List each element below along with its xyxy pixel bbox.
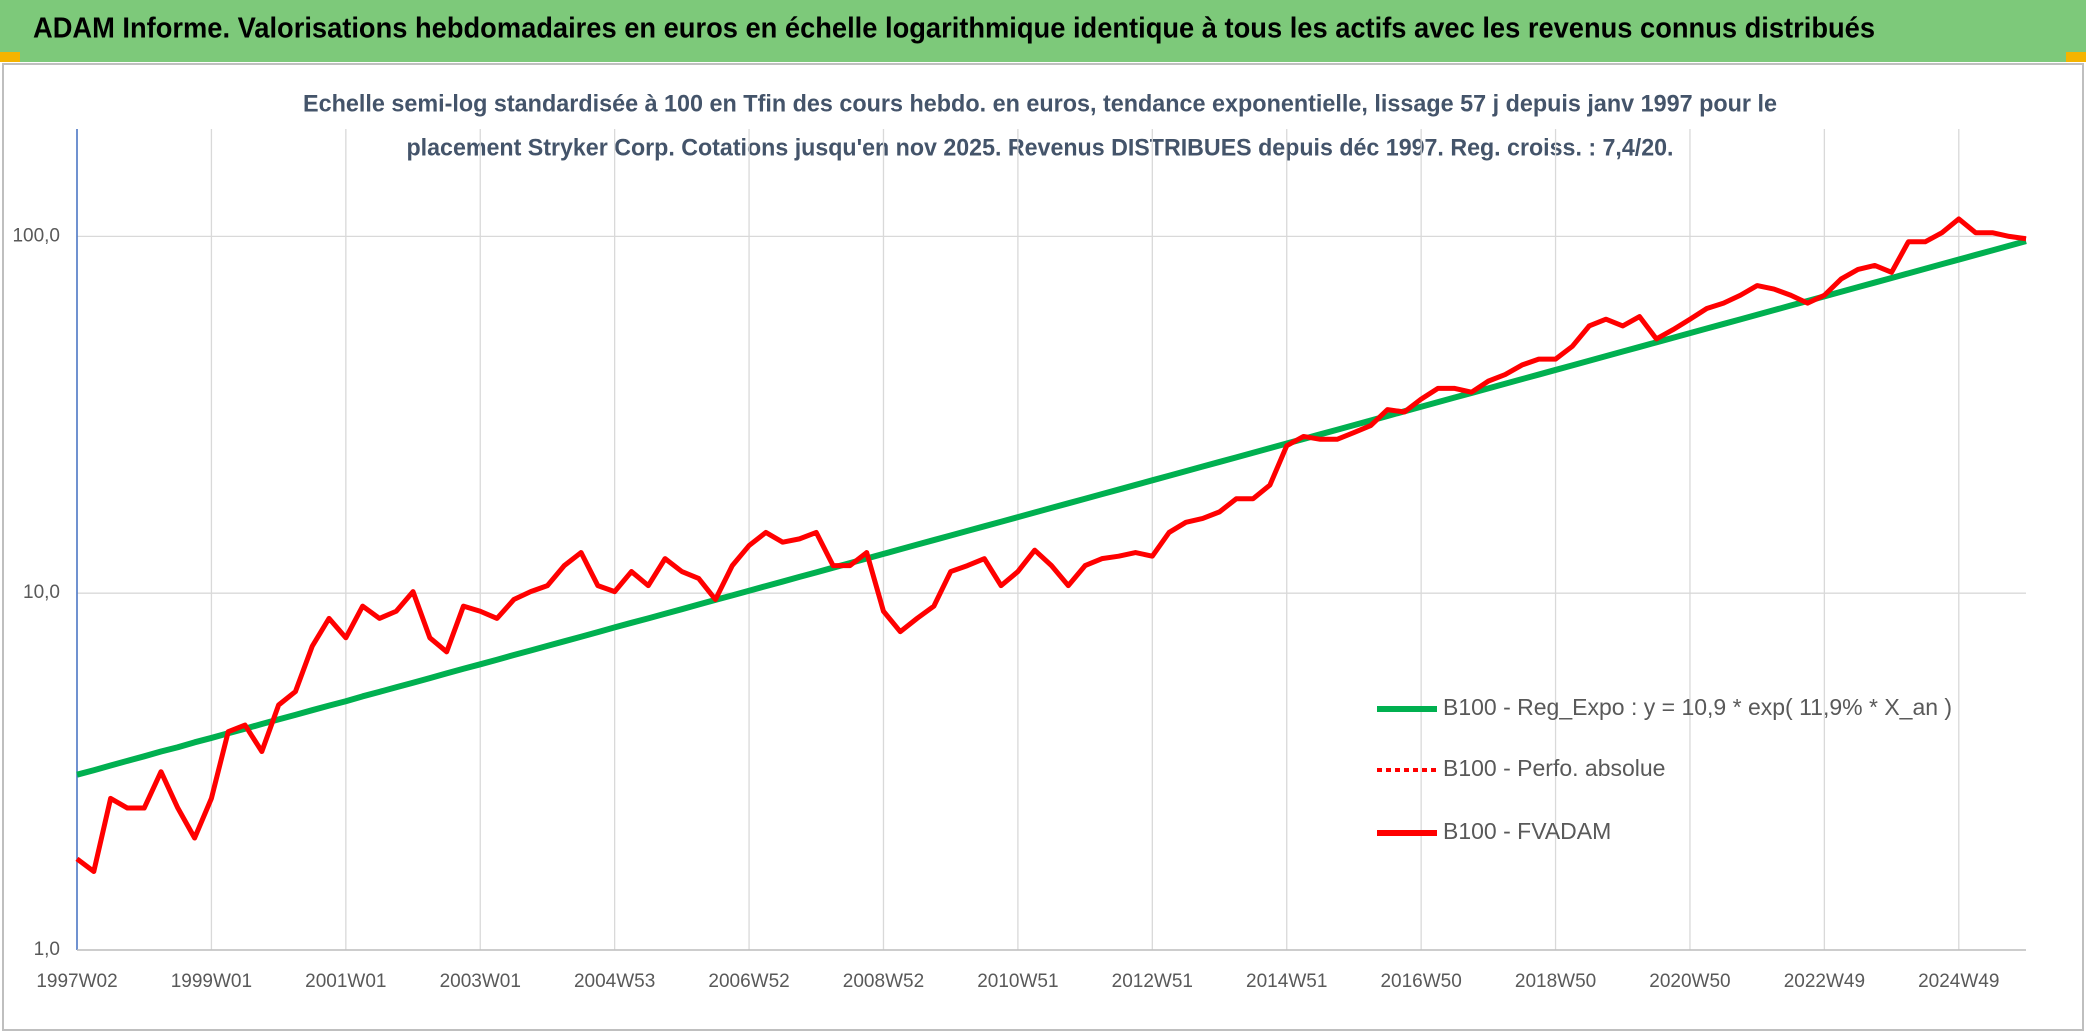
x-tick-label: 2004W53 [574, 971, 655, 992]
chart-frame [2, 63, 2084, 1031]
corner-mark [0, 52, 20, 62]
x-tick-label: 2010W51 [977, 971, 1058, 992]
legend-label: B100 - FVADAM [1443, 818, 1611, 844]
x-tick-label: 2012W51 [1112, 971, 1193, 992]
x-tick-label: 1997W02 [36, 971, 117, 992]
x-tick-label: 2008W52 [843, 971, 924, 992]
chart-title: ADAM Informe. Valorisations hebdomadaire… [33, 13, 1875, 45]
x-tick-label: 2020W50 [1649, 971, 1730, 992]
corner-mark [2066, 52, 2086, 62]
y-tick-label: 100,0 [12, 225, 60, 246]
x-tick-label: 2022W49 [1784, 971, 1865, 992]
series-line [75, 216, 2027, 874]
chart-subtitle: Echelle semi-log standardisée à 100 en T… [303, 90, 1777, 117]
header-bar [0, 0, 2086, 62]
x-tick-label: 2001W01 [305, 971, 386, 992]
x-tick-label: 2006W52 [708, 971, 789, 992]
x-tick-label: 2016W50 [1380, 971, 1461, 992]
legend-label: B100 - Perfo. absolue [1443, 755, 1665, 781]
series-line [76, 238, 2027, 778]
legend-label: B100 - Reg_Expo : y = 10,9 * exp( 11,9% … [1443, 694, 1952, 720]
y-tick-label: 10,0 [23, 582, 60, 603]
y-tick-label: 1,0 [34, 939, 60, 960]
x-tick-label: 2003W01 [440, 971, 521, 992]
x-tick-label: 1999W01 [171, 971, 252, 992]
chart-subtitle: placement Stryker Corp. Cotations jusqu'… [407, 134, 1674, 161]
x-tick-label: 2014W51 [1246, 971, 1327, 992]
x-tick-label: 2018W50 [1515, 971, 1596, 992]
x-tick-label: 2024W49 [1918, 971, 1999, 992]
